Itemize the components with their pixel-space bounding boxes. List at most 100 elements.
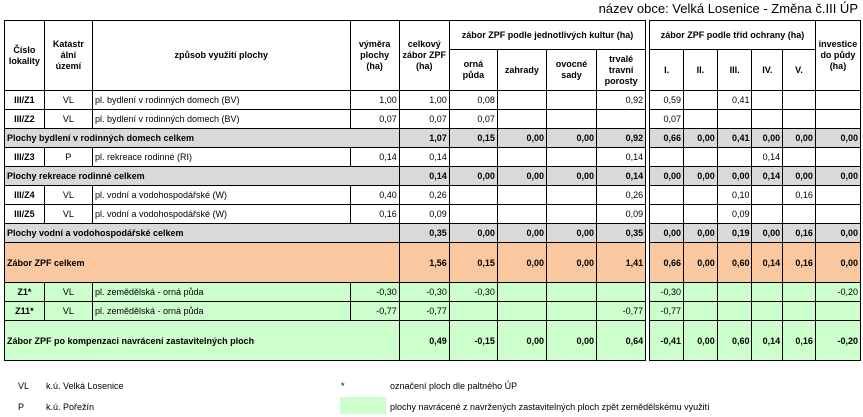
celkovy-zabor: 1,00 <box>398 90 450 110</box>
trida-value: 0,00 <box>782 128 816 148</box>
header-zpusob-vyuziti: způsob využití plochy <box>91 20 351 91</box>
zpusob-vyuziti: pl. vodní a vodohospodářské (W) <box>91 185 351 205</box>
trida-value: 0,14 <box>751 166 784 186</box>
kultura-value: 0,00 <box>545 128 598 148</box>
header-trida: V. <box>782 49 816 91</box>
kultura-value <box>448 147 498 167</box>
kultura-value <box>448 301 498 321</box>
lokalita-id: III/Z2 <box>4 109 45 129</box>
kultura-value: 0,00 <box>545 320 598 361</box>
trida-value <box>782 282 816 302</box>
kultura-value: 0,14 <box>596 147 647 167</box>
table-gap <box>645 185 651 205</box>
kultura-value: 0,64 <box>596 320 647 361</box>
header-trida: II. <box>682 49 718 91</box>
kultura-value: 0,00 <box>448 223 498 243</box>
lokalita-id: Z11* <box>4 301 45 321</box>
lokalita-id: III/Z1 <box>4 90 45 110</box>
celkovy-zabor: 1,56 <box>398 242 450 283</box>
trida-value <box>751 282 784 302</box>
legend-p-code: P <box>18 402 25 412</box>
table-row: III/Z2 VL pl. bydlení v rodinných domech (… <box>4 109 862 129</box>
trida-value <box>751 301 784 321</box>
kultura-value <box>496 90 547 110</box>
kultura-value <box>496 204 547 224</box>
legend-p-text: k.ú. Pořežín <box>46 402 95 412</box>
kultura-value <box>448 204 498 224</box>
zpusob-vyuziti: pl. bydlení v rodinných domech (BV) <box>91 90 351 110</box>
kultura-value: 0,09 <box>596 204 647 224</box>
investice-value: 0,00 <box>814 128 862 148</box>
kultura-value <box>545 301 598 321</box>
zpusob-vyuziti: pl. bydlení v rodinných domech (BV) <box>91 109 351 129</box>
table-gap <box>645 282 651 302</box>
celkovy-zabor: -0,30 <box>398 282 450 302</box>
zpusob-vyuziti: pl. zemědělská - orná půda <box>91 301 351 321</box>
trida-value: 0,14 <box>751 242 784 283</box>
kultura-value <box>545 282 598 302</box>
legend-green-text: plochy navrácené z navržených zastavitel… <box>390 402 710 412</box>
trida-value <box>782 147 816 167</box>
trida-value <box>782 301 816 321</box>
trida-value: 0,00 <box>682 242 718 283</box>
row-label: Plochy bydlení v rodinných domech celkem <box>4 128 400 148</box>
kultura-value <box>496 109 547 129</box>
trida-value <box>751 204 784 224</box>
trida-value: 0,16 <box>782 242 816 283</box>
trida-value: 0,00 <box>682 320 718 361</box>
celkovy-zabor: 0,14 <box>398 147 450 167</box>
kultura-value <box>545 185 598 205</box>
vymera: 1,00 <box>349 90 400 110</box>
vymera: 0,16 <box>349 204 400 224</box>
header-investice: investice do půdy (ha) <box>814 20 862 91</box>
trida-value: 0,09 <box>716 204 753 224</box>
trida-value <box>682 109 718 129</box>
header-kultury-group: zábor ZPF podle jednotlivých kultur (ha) <box>448 20 647 50</box>
legend-vl-text: k.ú. Velká Losenice <box>46 381 124 391</box>
row-label: Plochy rekreace rodinné celkem <box>4 166 400 186</box>
header-kultura: zahrady <box>496 49 547 91</box>
kultura-value: -0,77 <box>596 301 647 321</box>
total-row: Zábor ZPF po kompenzaci navrácení zastav… <box>4 320 862 361</box>
kultura-value <box>496 185 547 205</box>
katastralni-uzemi: VL <box>43 301 93 321</box>
legend-star-code: * <box>341 381 345 391</box>
table-gap <box>645 301 651 321</box>
kultura-value: 1,41 <box>596 242 647 283</box>
trida-value <box>682 147 718 167</box>
trida-value <box>682 282 718 302</box>
trida-value: 0,16 <box>782 185 816 205</box>
trida-value: 0,59 <box>649 90 684 110</box>
table-gap <box>645 90 651 110</box>
table-gap <box>645 320 651 361</box>
kultura-value: 0,15 <box>448 242 498 283</box>
page-title: název obce: Velká Losenice - Změna č.III… <box>598 1 858 16</box>
total-row: Plochy bydlení v rodinných domech celkem… <box>4 128 862 148</box>
katastralni-uzemi: VL <box>43 282 93 302</box>
trida-value: 0,00 <box>716 166 753 186</box>
lokalita-id: III/Z5 <box>4 204 45 224</box>
trida-value: 0,00 <box>682 166 718 186</box>
trida-value <box>682 185 718 205</box>
kultura-value: 0,00 <box>496 128 547 148</box>
lokalita-id: III/Z4 <box>4 185 45 205</box>
investice-value <box>814 185 862 205</box>
table-gap <box>645 166 651 186</box>
trida-value <box>682 204 718 224</box>
trida-value: 0,00 <box>751 128 784 148</box>
kultura-value: 0,00 <box>545 223 598 243</box>
trida-value <box>649 204 684 224</box>
investice-value <box>814 147 862 167</box>
table-row: Z1* VL pl. zemědělská - orná půda -0,30 -0,3… <box>4 282 862 302</box>
row-label: Zábor ZPF po kompenzaci navrácení zastav… <box>4 320 400 361</box>
trida-value: 0,14 <box>751 320 784 361</box>
row-label: Plochy vodní a vodohospodářské celkem <box>4 223 400 243</box>
kultura-value <box>545 147 598 167</box>
trida-value: 0,00 <box>751 223 784 243</box>
trida-value: 0,14 <box>751 147 784 167</box>
vymera: 0,14 <box>349 147 400 167</box>
trida-value: 0,16 <box>782 320 816 361</box>
header-trida: III. <box>716 49 753 91</box>
trida-value <box>649 185 684 205</box>
